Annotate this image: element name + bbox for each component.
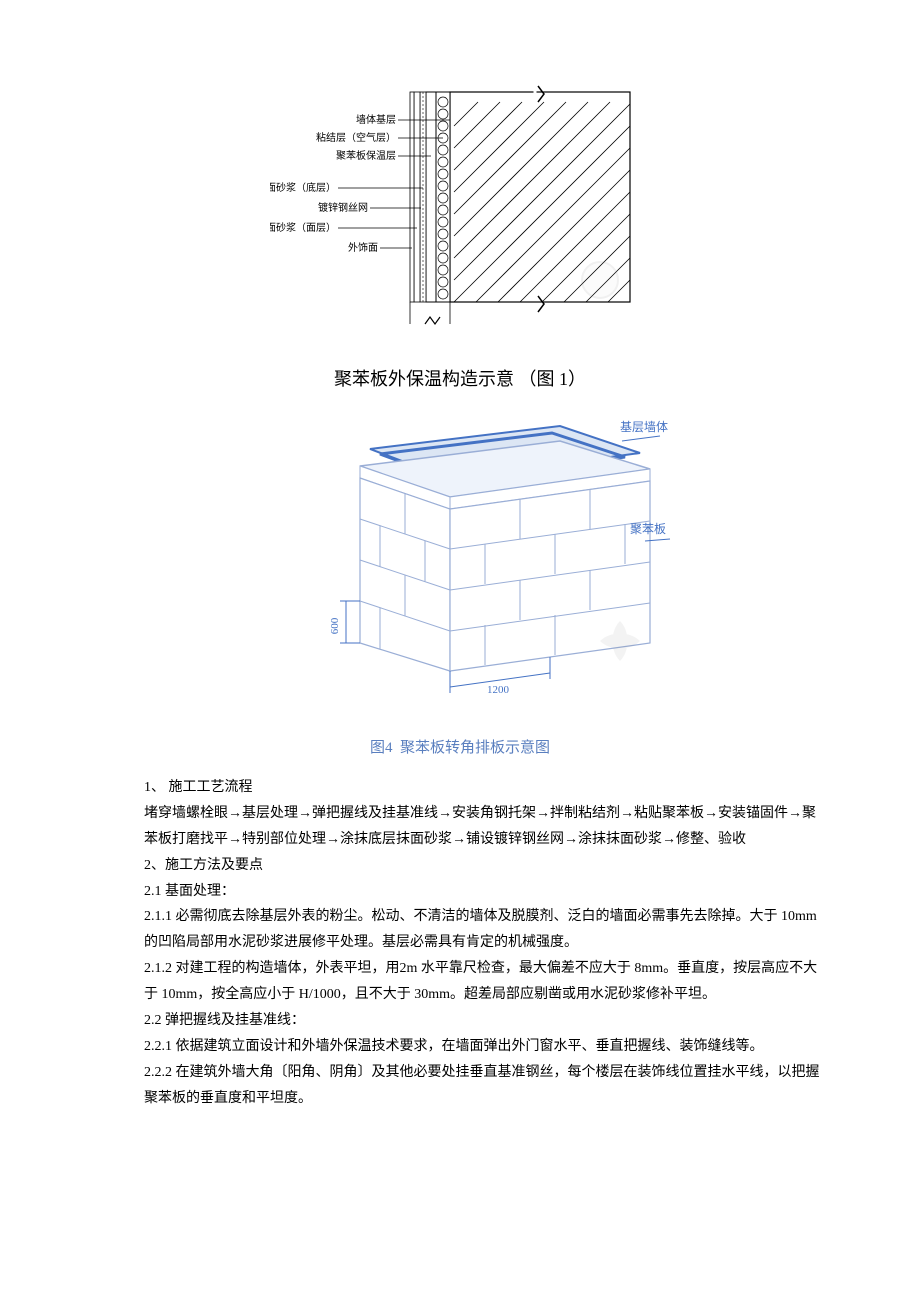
figure1-container: 墙体基层 粘结层（空气层） 聚苯板保温层 聚合物抹面砂浆（底层） 镀锌钢丝网 聚… — [270, 80, 650, 355]
figure2-svg: 600 1200 基层墙体 聚苯板 — [260, 411, 680, 721]
body-text: 1、 施工工艺流程 堵穿墙螺栓眼→基层处理→弹把握线及挂基准线→安装角钢托架→拌… — [144, 775, 820, 1112]
fig2-dim-h: 600 — [329, 617, 341, 634]
fig1-label-4: 聚合物抹面砂浆（底层） — [270, 181, 336, 194]
para-2-1-1: 2.1.1 必需彻底去除基层外表的粉尘。松动、不清洁的墙体及脱膜剂、泛白的墙面必… — [144, 904, 820, 956]
figure1-svg: 墙体基层 粘结层（空气层） 聚苯板保温层 聚合物抹面砂浆（底层） 镀锌钢丝网 聚… — [270, 80, 650, 350]
section-1-title: 1、 施工工艺流程 — [144, 775, 820, 801]
fig2-label-eps: 聚苯板 — [630, 522, 666, 536]
section-2-title: 2、施工方法及要点 — [144, 853, 820, 879]
figure2-caption: 图4 聚苯板转角排板示意图 — [90, 736, 830, 757]
process-flow: 堵穿墙螺栓眼→基层处理→弹把握线及挂基准线→安装角钢托架→拌制粘结剂→粘贴聚苯板… — [144, 801, 820, 853]
para-2-2-1: 2.2.1 依据建筑立面设计和外墙外保温技术要求，在墙面弹出外门窗水平、垂直把握… — [144, 1034, 820, 1060]
fig2-caption-no: 图4 — [370, 740, 393, 756]
para-2-1-2: 2.1.2 对建工程的构造墙体，外表平坦，用2m 水平靠尺检查，最大偏差不应大于… — [144, 956, 820, 1008]
fig1-label-6: 聚合物抹面砂浆（面层） — [270, 221, 336, 234]
fig2-label-base: 基层墙体 — [620, 420, 668, 434]
fig1-label-5: 镀锌钢丝网 — [318, 201, 368, 214]
fig1-label-1: 墙体基层 — [356, 113, 396, 126]
fig2-caption-text: 聚苯板转角排板示意图 — [400, 740, 550, 756]
section-2-1: 2.1 基面处理： — [144, 879, 820, 905]
section-2-2: 2.2 弹把握线及挂基准线： — [144, 1008, 820, 1034]
fig2-dim-w: 1200 — [487, 684, 510, 696]
para-2-2-2: 2.2.2 在建筑外墙大角〔阳角、阴角〕及其他必要处挂垂直基准钢丝，每个楼层在装… — [144, 1060, 820, 1112]
fig1-label-3: 聚苯板保温层 — [336, 149, 396, 162]
fig1-label-2: 粘结层（空气层） — [316, 131, 396, 144]
fig1-label-7: 外饰面 — [348, 241, 378, 254]
figure2-container: 600 1200 基层墙体 聚苯板 — [260, 411, 660, 726]
figure1-caption: 聚苯板外保温构造示意 （图 1） — [90, 365, 830, 391]
